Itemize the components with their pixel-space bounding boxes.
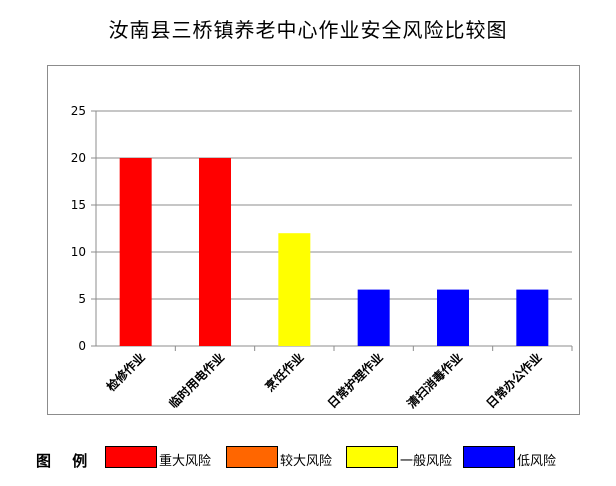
bar bbox=[119, 158, 152, 346]
x-tick-label: 日常办公作业 bbox=[483, 350, 545, 412]
legend-swatch-general bbox=[346, 446, 398, 468]
legend-label-significant: 较大风险 bbox=[280, 454, 333, 469]
legend-title: 图 例 bbox=[36, 452, 96, 470]
y-tick-label: 5 bbox=[78, 292, 86, 306]
chart-frame bbox=[47, 65, 580, 415]
legend: 图 例 重大风险 较大风险 一般风险 低风险 bbox=[0, 446, 616, 476]
bar bbox=[199, 158, 231, 346]
legend-label-low: 低风险 bbox=[517, 454, 557, 469]
y-tick-label: 10 bbox=[71, 245, 86, 259]
bar bbox=[357, 289, 390, 346]
legend-swatch-low bbox=[463, 446, 515, 468]
x-tick-label: 清扫消毒作业 bbox=[404, 350, 466, 412]
chart-title: 汝南县三桥镇养老中心作业安全风险比较图 bbox=[108, 18, 508, 42]
legend-label-general: 一般风险 bbox=[400, 454, 453, 469]
y-tick-label: 20 bbox=[71, 151, 86, 165]
y-tick-label: 25 bbox=[71, 104, 86, 118]
x-tick-label: 临时用电作业 bbox=[166, 350, 228, 412]
legend-swatch-significant bbox=[226, 446, 278, 468]
bar bbox=[278, 233, 311, 346]
legend-label-major: 重大风险 bbox=[159, 454, 212, 469]
x-tick-label: 检修作业 bbox=[103, 350, 148, 395]
legend-swatch-major bbox=[105, 446, 157, 468]
bar-chart: 0 5 10 15 20 25 检修作业 临时用电作业 烹饪作业 日常护理作业 清扫消毒作业 日常办公… bbox=[71, 104, 573, 412]
bar bbox=[437, 289, 469, 346]
y-tick-label: 0 bbox=[78, 339, 86, 353]
x-tick-label: 日常护理作业 bbox=[324, 350, 386, 412]
y-tick-label: 15 bbox=[71, 198, 86, 212]
bar bbox=[516, 289, 549, 346]
x-tick-label: 烹饪作业 bbox=[262, 350, 307, 395]
